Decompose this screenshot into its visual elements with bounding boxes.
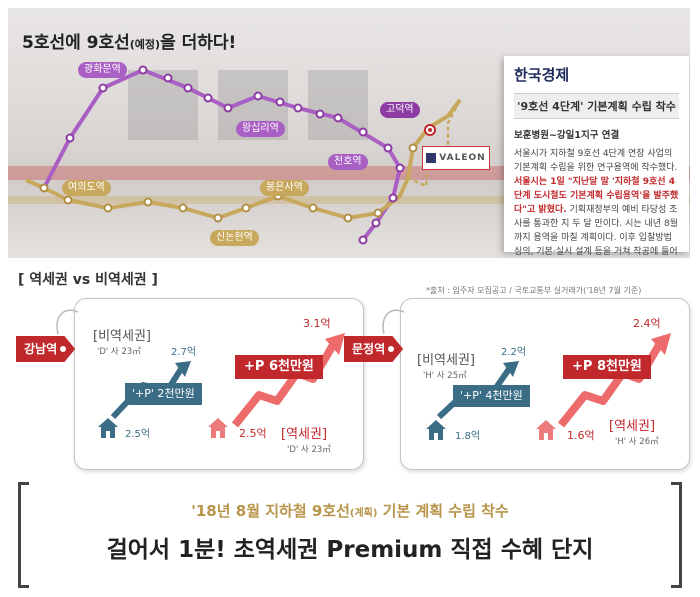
house-icon: [426, 420, 446, 440]
comparison-card-gangnam: [비역세권] 'D' 사 23㎡ 2.7억 '+P' 2천만원 2.5억 3.1…: [74, 298, 364, 470]
non-station-label: [비역세권]: [417, 353, 475, 368]
bracket-left: [18, 482, 29, 588]
station-base-price: 2.5억: [239, 427, 267, 440]
station-top-price: 3.1억: [303, 317, 331, 330]
train-stripe: [8, 196, 690, 204]
train-window: [128, 70, 198, 140]
valeon-logo: VALEON: [422, 146, 490, 170]
banner-subtitle: '18년 8월 지하철 9호선(계획) 기본 계획 수립 착수: [191, 502, 509, 520]
station-yeouido: 여의도역: [62, 180, 111, 196]
house-icon: [98, 418, 118, 438]
subway-map-panel: 5호선에 9호선(예정)을 더하다! 광화문역 왕십리역 천호역 고덕역 여의도…: [8, 8, 690, 258]
non-station-top-price: 2.2억: [501, 347, 527, 358]
news-subhead: 보훈병원~강일1지구 연결: [514, 130, 620, 141]
non-station-sub: 'D' 사 23㎡: [97, 347, 141, 357]
line-9-station-dots: [39, 143, 418, 223]
station-bongeunsa: 봉은사역: [260, 180, 309, 196]
non-station-premium-badge: '+P' 2천만원: [125, 383, 202, 405]
station-cheonho: 천호역: [328, 154, 368, 170]
station-wangsimni: 왕십리역: [236, 121, 285, 137]
comparison-title: [ 역세권 vs 비역세권 ]: [18, 272, 158, 288]
non-station-top-price: 2.7억: [171, 347, 197, 358]
non-station-base-price: 1.8억: [455, 431, 481, 442]
station-gwanghwamun: 광화문역: [78, 62, 127, 78]
line-9-planned-path: [407, 99, 462, 188]
station-label: [역세권]: [281, 427, 328, 442]
station-label: [역세권]: [609, 419, 656, 434]
tag-munjeong: 문정역: [344, 336, 404, 362]
newspaper-name: 한국경제: [514, 66, 570, 84]
non-station-base-price: 2.5억: [125, 429, 151, 440]
station-premium-badge: +P 6천만원: [235, 355, 323, 379]
house-icon: [536, 420, 556, 440]
tag-string: [382, 309, 405, 335]
station-sub: 'D' 사 23㎡: [287, 445, 331, 455]
bracket-right: [671, 482, 682, 588]
subway-lines: [25, 65, 462, 245]
news-clipping: 한국경제 '9호선 4단계' 기본계획 수립 착수 보훈병원~강일1지구 연결 …: [504, 56, 689, 257]
station-godeok: 고덕역: [380, 102, 420, 118]
news-headline: '9호선 4단계' 기본계획 수립 착수: [514, 93, 679, 119]
map-title: 5호선에 9호선(예정)을 더하다!: [22, 33, 237, 53]
banner-headline: 걸어서 1분! 초역세권 Premium 직접 수혜 단지: [106, 537, 594, 563]
non-station-label: [비역세권]: [93, 329, 151, 344]
station-arrow: [231, 333, 345, 428]
station-base-price: 1.6억: [567, 429, 595, 442]
non-station-premium-badge: '+P' 4천만원: [453, 385, 530, 407]
tag-string: [56, 309, 79, 335]
station-sub: 'H' 사 26㎡: [615, 437, 659, 447]
station-sinnonhyeon: 신논현역: [210, 230, 259, 246]
bottom-banner: '18년 8월 지하철 9호선(계획) 기본 계획 수립 착수 걸어서 1분! …: [18, 482, 682, 588]
station-premium-badge: +P 8천만원: [563, 355, 651, 379]
line-5-station-dots: [65, 65, 405, 245]
station-top-price: 2.4억: [633, 317, 661, 330]
house-icon: [208, 418, 228, 438]
non-station-sub: 'H' 사 25㎡: [423, 371, 467, 381]
tag-gangnam: 강남역: [16, 336, 76, 362]
news-body: 서울시가 지하철 9호선 4단계 연장 사업의 기본계획 수립을 위한 연구용역…: [514, 149, 679, 257]
comparison-card-munjeong: [비역세권] 'H' 사 25㎡ 2.2억 '+P' 4천만원 1.8억 2.4…: [400, 298, 690, 470]
valeon-logo-icon: [426, 153, 437, 163]
source-note: *출처 : 입주자 모집공고 / 국토교통부 실거래가('18년 7월 기준): [426, 286, 642, 295]
